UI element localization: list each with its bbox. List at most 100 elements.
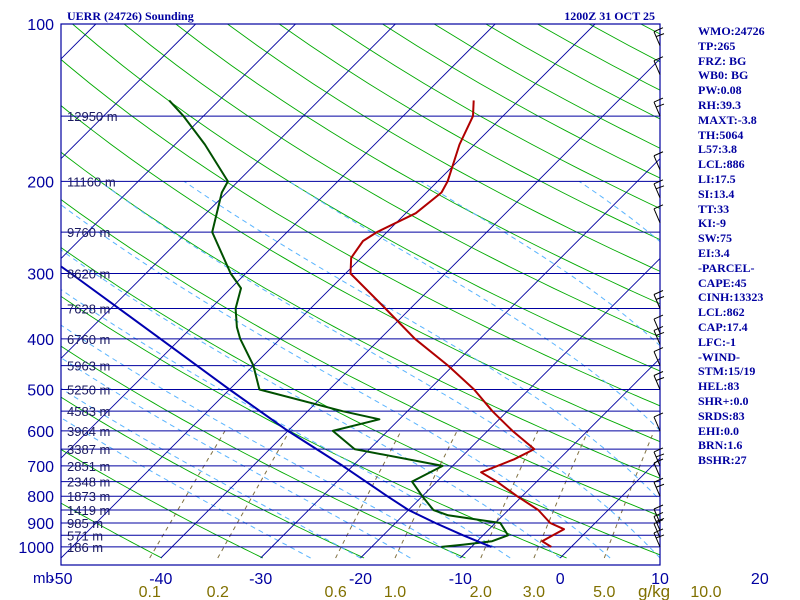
mixing-ratio-line: [394, 430, 458, 559]
wind-barb-staff: [653, 532, 661, 548]
index-line: RH:39.3: [698, 97, 741, 112]
temperature-trace: [349, 100, 565, 548]
dry-adiabat: [123, 24, 660, 338]
wind-barb-staff: [653, 155, 661, 170]
wind-barbs: [653, 27, 665, 548]
wind-barb-flag: [653, 314, 664, 320]
isotherm: [61, 24, 396, 359]
dry-adiabat: [61, 198, 660, 517]
height-label: 4583 m: [67, 404, 110, 419]
chart-title-time: 1200Z 31 OCT 25: [564, 9, 655, 23]
height-label: 571 m: [67, 528, 103, 543]
wind-barb-flag: [653, 519, 664, 525]
mixing-ratio-label: 3.0: [523, 584, 545, 600]
mixing-ratio-line: [603, 430, 655, 559]
index-line: LCL:886: [698, 157, 745, 172]
index-line: CAPE:45: [698, 275, 747, 290]
mixing-ratio-label: 0.6: [324, 584, 346, 600]
wind-barb-staff: [653, 416, 661, 432]
dewpoint-trace: [168, 99, 509, 548]
wind-barb-staff: [653, 523, 661, 538]
index-line: TH:5064: [698, 127, 744, 142]
wind-barb-flag: [655, 33, 665, 38]
background-lines: [61, 24, 660, 559]
mixing-ratio-label: 2.0: [470, 584, 492, 600]
indices-panel: WMO:24726 TP:265 FRZ: BG WB0: BG PW:0.08 RH:3…: [698, 24, 765, 468]
index-line: L57:3.8: [698, 142, 737, 157]
mixing-ratio-label: 0.2: [207, 584, 229, 600]
temperature-tick-label: -30: [249, 571, 272, 588]
index-line: CINH:13323: [698, 290, 764, 305]
wind-barb-flag: [653, 458, 664, 464]
y-axis-unit-label: mb: [33, 570, 54, 587]
height-label: 7628 m: [67, 302, 110, 317]
isotherm: [260, 158, 660, 559]
dry-adiabat: [227, 24, 660, 272]
temperature-tick-label: 20: [751, 571, 769, 588]
wind-barb-staff: [653, 516, 661, 531]
wind-barb-staff: [653, 183, 661, 199]
wind-barb-flag: [653, 179, 664, 185]
wind-barb-staff: [653, 294, 661, 309]
isotherm: [61, 24, 496, 459]
mixing-ratio-unit: g/kg: [638, 582, 670, 600]
wind-barb-staff: [653, 31, 661, 46]
index-line: -PARCEL-: [698, 260, 755, 275]
dry-adiabat: [61, 58, 660, 407]
mixing-ratio-label: 1.0: [384, 584, 406, 600]
index-line: SHR+:0.0: [698, 393, 749, 408]
moist-adiabat: [183, 180, 660, 501]
index-line: LCL:862: [698, 305, 745, 320]
height-label: 12950 m: [67, 109, 118, 124]
height-label: 2851 m: [67, 459, 110, 474]
mixing-ratio-line: [335, 430, 402, 559]
index-line: SW:75: [698, 231, 733, 246]
isotherm: [160, 58, 660, 559]
index-line: KI:-9: [698, 216, 726, 231]
wind-barb-flag: [655, 103, 665, 108]
height-label: 5963 m: [67, 359, 110, 374]
wind-barb-flag: [653, 412, 664, 418]
index-line: EHI:0.0: [698, 423, 740, 438]
index-line: SI:13.4: [698, 186, 735, 201]
wind-barb-flag: [653, 347, 664, 353]
wind-barb-flag: [653, 504, 664, 510]
height-label: 9760 m: [67, 225, 110, 240]
temperature-tick-label: 0: [556, 571, 565, 588]
dry-adiabat: [61, 105, 660, 443]
wind-barb-flag: [653, 56, 664, 62]
height-label: 1873 m: [67, 489, 110, 504]
dry-adiabat: [588, 24, 660, 63]
dry-adiabat: [61, 396, 365, 559]
pressure-tick-label: 400: [27, 332, 54, 349]
wind-barb-flag: [653, 325, 664, 331]
pressure-tick-label: 700: [27, 459, 54, 476]
wind-barb-staff: [653, 101, 661, 117]
mixing-ratio-line: [149, 430, 226, 559]
temperature-tick-label: -10: [449, 571, 472, 588]
index-line: STM:15/19: [698, 364, 756, 379]
wind-barb-flag: [655, 453, 665, 458]
isobars: [61, 23, 660, 548]
pressure-tick-label: 900: [27, 516, 54, 533]
height-label: 11160 m: [67, 174, 116, 189]
mixing-ratio-label: 5.0: [593, 584, 615, 600]
dry-adiabat: [61, 246, 660, 556]
dry-adiabat: [61, 295, 567, 559]
moist-adiabat: [61, 288, 511, 559]
index-line: BRN:1.6: [698, 438, 743, 453]
wind-barb-staff: [653, 351, 661, 366]
height-label: 3387 m: [67, 442, 110, 457]
wind-barb-staff: [653, 451, 661, 467]
index-line: WMO:24726: [698, 24, 765, 38]
index-line: LFC:-1: [698, 334, 736, 349]
wind-barb-flag: [655, 377, 665, 381]
wind-barb-flag: [655, 483, 665, 488]
plot-frame: [60, 23, 661, 566]
index-line: HEL:83: [698, 379, 740, 394]
index-line: SRDS:83: [698, 408, 745, 423]
wind-barb-flag: [653, 27, 664, 33]
pressure-tick-label: 800: [27, 489, 54, 506]
chart-title-station: UERR (24726) Sounding: [67, 9, 194, 23]
dry-adiabat: [61, 345, 466, 559]
